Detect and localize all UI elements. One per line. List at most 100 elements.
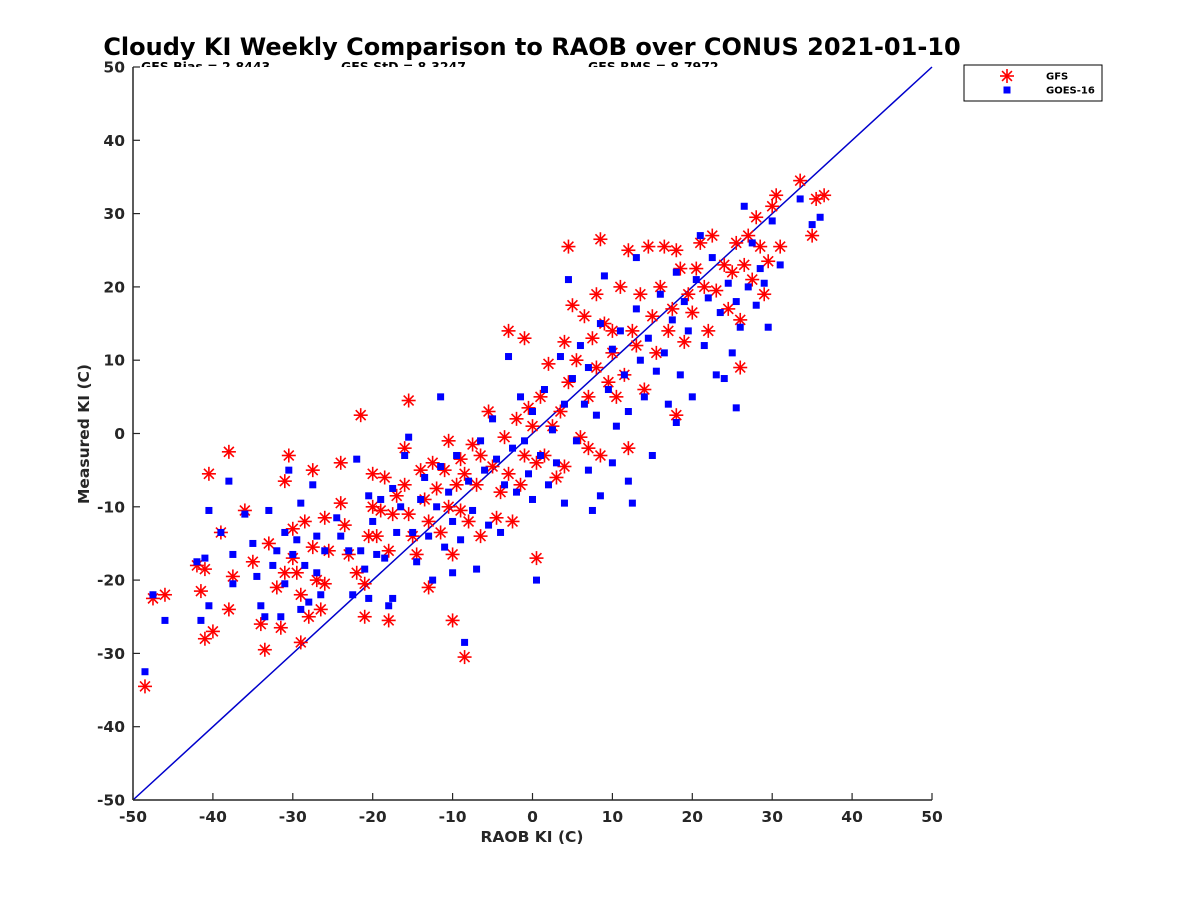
goes-16-point bbox=[644, 334, 652, 342]
goes-16-point bbox=[337, 532, 345, 540]
gfs-point bbox=[357, 576, 372, 591]
goes-16-point bbox=[668, 316, 676, 324]
goes-16-point bbox=[441, 543, 449, 551]
gfs-point bbox=[333, 455, 348, 470]
goes-16-point bbox=[489, 415, 497, 423]
gfs-point bbox=[349, 565, 364, 580]
y-tick-label: -10 bbox=[97, 498, 125, 516]
gfs-point bbox=[397, 477, 412, 492]
goes-16-point bbox=[576, 342, 584, 350]
x-tick-label: -30 bbox=[279, 808, 307, 826]
reference-line-group bbox=[132, 66, 933, 801]
goes-16-point bbox=[672, 268, 680, 276]
goes-16-point bbox=[253, 572, 261, 580]
y-axis-label: Measured KI (C) bbox=[75, 364, 93, 504]
goes-16-point bbox=[313, 569, 321, 577]
gfs-point bbox=[429, 481, 444, 496]
y-tick-label: -20 bbox=[97, 572, 125, 590]
goes-16-point bbox=[413, 558, 421, 566]
gfs-point bbox=[557, 334, 572, 349]
goes-16-point bbox=[776, 261, 784, 269]
gfs-point bbox=[465, 437, 480, 452]
goes-16-point bbox=[285, 466, 293, 474]
gfs-point bbox=[697, 279, 712, 294]
gfs-point bbox=[681, 287, 696, 302]
goes-16-point bbox=[560, 499, 568, 507]
goes-16-point bbox=[321, 547, 329, 555]
goes-16-point bbox=[704, 294, 712, 302]
goes-16-point bbox=[373, 550, 381, 558]
goes-16-point bbox=[217, 528, 225, 536]
gfs-point bbox=[793, 173, 808, 188]
gfs-point bbox=[269, 580, 284, 595]
y-tick-label: 50 bbox=[103, 59, 125, 77]
goes-16-point bbox=[437, 462, 445, 470]
x-tick-label: -50 bbox=[119, 808, 147, 826]
gfs-point bbox=[421, 580, 436, 595]
gfs-point bbox=[769, 188, 784, 203]
goes-16-point bbox=[600, 272, 608, 280]
goes-16-point bbox=[616, 327, 624, 335]
goes-16-point bbox=[636, 356, 644, 364]
x-axis-ticks: -50 -40 -30 -20 -10 0 10 20 30 40 50 bbox=[119, 793, 943, 826]
goes-16-point bbox=[269, 561, 277, 569]
gfs-point bbox=[293, 587, 308, 602]
gfs-point bbox=[221, 444, 236, 459]
goes-16-point bbox=[297, 605, 305, 613]
gfs-point bbox=[281, 448, 296, 463]
goes-16-point bbox=[632, 305, 640, 313]
goes-16-point bbox=[732, 404, 740, 412]
goes-16-point bbox=[405, 433, 413, 441]
x-axis-label: RAOB KI (C) bbox=[480, 828, 583, 846]
goes-16-point bbox=[624, 408, 632, 416]
gfs-point bbox=[533, 389, 548, 404]
goes-16-point bbox=[205, 506, 213, 514]
goes-16-point bbox=[473, 565, 481, 573]
goes-16-point bbox=[596, 492, 604, 500]
goes-16-point bbox=[425, 532, 433, 540]
goes-16-point bbox=[433, 503, 441, 511]
gfs-point bbox=[305, 463, 320, 478]
goes-16-point bbox=[249, 539, 257, 547]
gfs-point bbox=[425, 455, 440, 470]
goes-16-point bbox=[265, 506, 273, 514]
goes-16-point bbox=[692, 276, 700, 284]
gfs-point bbox=[757, 287, 772, 302]
x-tick-label: 0 bbox=[527, 808, 538, 826]
goes-16-point bbox=[744, 283, 752, 291]
gfs-point bbox=[621, 243, 636, 258]
goes-16-point bbox=[349, 591, 357, 599]
goes-16-point bbox=[229, 580, 237, 588]
goes-16-point bbox=[393, 528, 401, 536]
goes-16-point bbox=[225, 477, 233, 485]
gfs-point bbox=[441, 499, 456, 514]
goes-16-point bbox=[740, 202, 748, 210]
gfs-point bbox=[489, 510, 504, 525]
gfs-point bbox=[581, 389, 596, 404]
goes-16-point bbox=[149, 591, 157, 599]
gfs-point bbox=[297, 514, 312, 529]
gfs-point bbox=[357, 609, 372, 624]
gfs-point bbox=[733, 360, 748, 375]
goes-16-point bbox=[648, 451, 656, 459]
goes-16-point bbox=[556, 353, 564, 361]
goes-16-point bbox=[449, 569, 457, 577]
goes-16-point bbox=[505, 353, 513, 361]
goes-16-point bbox=[700, 342, 708, 350]
gfs-point bbox=[805, 228, 820, 243]
goes-16-point bbox=[564, 276, 572, 284]
goes-16-point bbox=[584, 364, 592, 372]
gfs-point bbox=[205, 624, 220, 639]
gfs-point bbox=[549, 470, 564, 485]
goes-16-point bbox=[608, 345, 616, 353]
legend-label-goes-16: GOES-16 bbox=[1046, 86, 1095, 97]
goes-16-point bbox=[728, 349, 736, 357]
goes-16-point bbox=[808, 221, 816, 229]
gfs-point bbox=[409, 547, 424, 562]
goes-16-point bbox=[544, 481, 552, 489]
goes-16-point bbox=[612, 422, 620, 430]
goes-16-point bbox=[453, 451, 461, 459]
gfs-point bbox=[221, 602, 236, 617]
gfs-point bbox=[401, 507, 416, 522]
legend-marker-gfs bbox=[1000, 69, 1014, 83]
